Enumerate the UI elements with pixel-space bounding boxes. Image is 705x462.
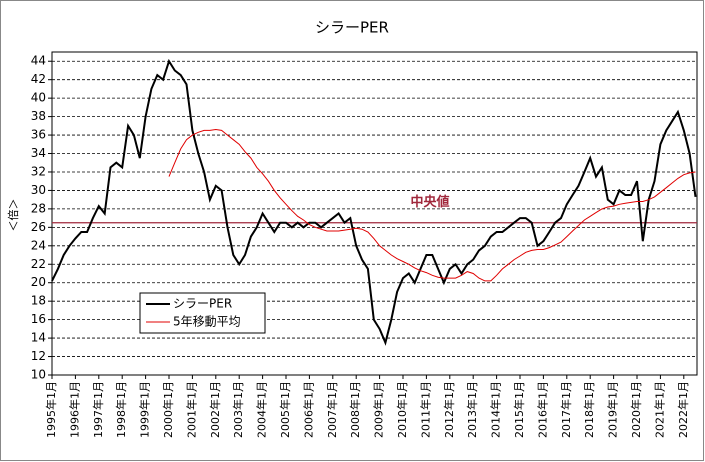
x-tick-label: 1999年1月: [138, 381, 152, 438]
series-line: [168, 128, 696, 282]
y-tick-label: 36: [31, 128, 46, 142]
y-tick-label: 10: [31, 368, 46, 382]
y-tick-label: 16: [31, 312, 46, 326]
y-tick-label: 44: [31, 54, 46, 68]
x-tick-label: 2022年1月: [676, 381, 690, 438]
x-tick-label: 2009年1月: [372, 381, 386, 438]
y-tick-label: 34: [31, 146, 46, 160]
y-tick-label: 40: [31, 91, 46, 105]
x-tick-label: 2010年1月: [395, 381, 409, 438]
y-tick-label: 14: [31, 331, 46, 345]
y-tick-label: 22: [31, 257, 46, 271]
x-tick-label: 2016年1月: [535, 381, 549, 438]
y-tick-label: 30: [31, 183, 46, 197]
x-tick-label: 1998年1月: [114, 381, 128, 438]
x-tick-label: 2003年1月: [231, 381, 245, 438]
x-tick-label: 2020年1月: [629, 381, 643, 438]
x-tick-label: 2019年1月: [606, 381, 620, 438]
legend-box: [139, 292, 266, 334]
x-tick-label: 2001年1月: [184, 381, 198, 438]
y-tick-label: 28: [31, 201, 46, 215]
x-tick-label: 2018年1月: [582, 381, 596, 438]
x-tick-label: 2008年1月: [348, 381, 362, 438]
x-tick-label: 2005年1月: [278, 381, 292, 438]
y-tick-label: 18: [31, 294, 46, 308]
x-tick-label: 2002年1月: [208, 381, 222, 438]
x-tick-label: 2011年1月: [418, 381, 432, 438]
x-tick-label: 1996年1月: [67, 381, 81, 438]
x-tick-label: 2021年1月: [652, 381, 666, 438]
y-tick-label: 26: [31, 220, 46, 234]
x-tick-label: 2014年1月: [489, 381, 503, 438]
y-tick-label: 38: [31, 109, 46, 123]
legend-label: 5年移動平均: [173, 315, 241, 329]
x-tick-label: 2006年1月: [301, 381, 315, 438]
x-tick-label: 2000年1月: [161, 381, 175, 438]
x-tick-label: 2012年1月: [442, 381, 456, 438]
y-tick-label: 20: [31, 275, 46, 289]
y-tick-label: 12: [31, 349, 46, 363]
median-label: 中央値: [410, 194, 449, 210]
chart-title: シラーPER: [315, 19, 389, 37]
y-tick-label: 24: [31, 238, 46, 252]
x-tick-label: 1997年1月: [91, 381, 105, 438]
legend-label: シラーPER: [173, 297, 232, 311]
x-tick-label: 2013年1月: [465, 381, 479, 438]
y-tick-label: 32: [31, 164, 46, 178]
x-tick-label: 2007年1月: [325, 381, 339, 438]
y-axis-label: ＜倍＞: [6, 199, 20, 232]
y-tick-label: 42: [31, 72, 46, 86]
series-line: [51, 58, 697, 346]
x-tick-label: 2004年1月: [255, 381, 269, 438]
x-tick-label: 1995年1月: [44, 381, 58, 438]
x-tick-label: 2015年1月: [512, 381, 526, 438]
x-tick-label: 2017年1月: [559, 381, 573, 438]
